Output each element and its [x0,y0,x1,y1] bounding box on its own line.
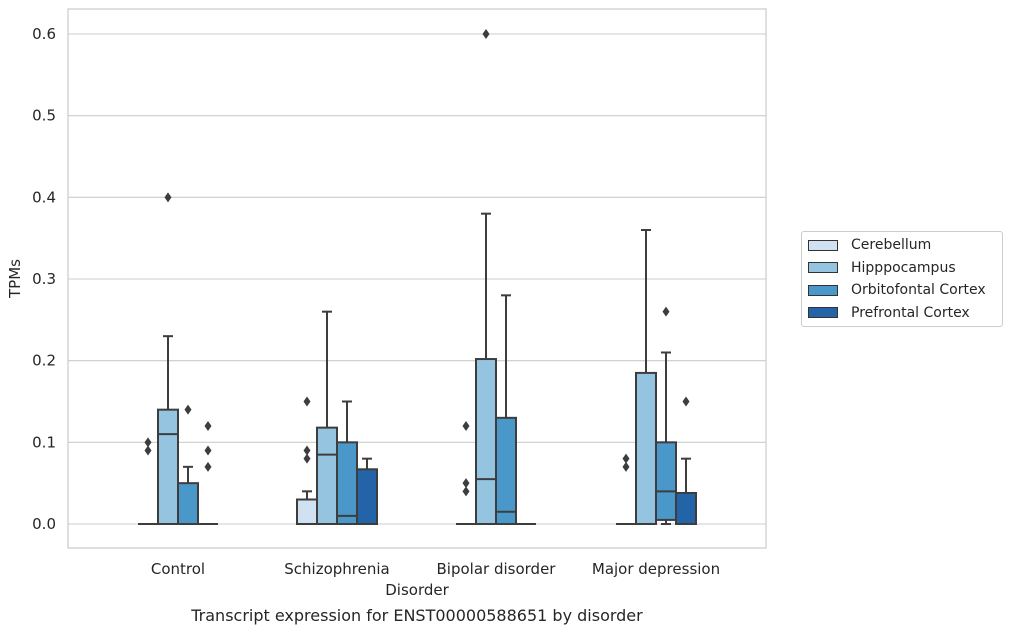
box-cerebellum [296,396,318,525]
legend-label: Prefrontal Cortex [851,304,970,321]
x-tick-label: Bipolar disorder [437,560,557,578]
y-tick-label: 0.4 [32,188,56,206]
box-series [138,29,697,526]
legend-swatch [808,262,838,273]
outlier-point [462,486,470,497]
y-tick-label: 0.1 [32,433,56,451]
box-body [157,408,179,525]
outlier-point [482,29,490,39]
outlier-point [662,306,670,317]
box-body [316,426,338,525]
box-body [475,358,497,525]
outlier-point [303,453,311,464]
x-tick-label: Major depression [592,560,720,578]
box-body [356,468,378,525]
x-tick-label: Control [151,560,205,578]
legend-item: Cerebellum [808,235,931,255]
box-body [336,441,358,526]
box-body [655,441,677,521]
y-tick-label: 0.0 [32,515,56,533]
box-body [675,491,697,526]
box-hipppocampus [157,192,179,525]
box-body [635,371,657,525]
legend-swatch [808,284,838,296]
outlier-point [622,453,630,464]
y-tick-label: 0.5 [32,107,56,125]
y-tick-labels: 0.0 0.1 0.2 0.3 0.4 0.5 0.6 [32,25,56,533]
box-cerebellum [138,437,158,525]
x-tick-label: Schizophrenia [284,560,389,578]
box-hipppocampus [316,310,338,525]
y-tick-label: 0.3 [32,270,56,288]
outlier-point [622,461,630,472]
outlier-point [303,445,311,456]
plot-frame [67,8,767,549]
box-orbitofontal-cortex [495,294,517,526]
outlier-point [164,192,172,203]
legend-label: Hipppocampus [851,259,956,276]
outlier-point [144,437,152,448]
box-cerebellum [616,453,636,525]
box-orbitofontal-cortex [655,306,677,525]
box-orbitofontal-cortex [336,400,358,526]
box-prefrontal-cortex [356,457,378,525]
legend-label: Cerebellum [851,237,932,253]
legend-item: Hipppocampus [808,258,956,278]
y-tick-label: 0.2 [32,352,56,370]
outlier-point [682,396,690,407]
box-prefrontal-cortex [675,396,697,526]
box-body [495,416,517,526]
x-tick-labels: Control Schizophrenia Bipolar disorder Majo… [151,560,720,578]
outlier-point [144,445,152,456]
legend-swatch [808,239,838,251]
grid-lines [68,33,766,525]
box-hipppocampus [635,229,657,525]
y-axis-label: TPMs [6,259,24,299]
outlier-point [462,421,470,431]
outlier-point [462,478,470,489]
box-cerebellum [456,421,476,525]
x-axis-label: Disorder [385,581,449,599]
legend-swatch [808,307,838,318]
box-hipppocampus [475,29,497,525]
legend-item: Prefrontal Cortex [808,303,970,323]
box-body [177,482,199,525]
outlier-point [303,396,311,407]
outlier-point [204,445,212,456]
box-orbitofontal-cortex [177,404,199,525]
legend: Cerebellum Hipppocampus Orbitofontal Corte… [801,231,1003,327]
box-body [296,498,318,525]
outlier-point [184,404,192,415]
outlier-point [204,461,212,472]
box-prefrontal-cortex [198,421,218,525]
outlier-point [204,421,212,431]
legend-item: Orbitofontal Cortex [808,280,986,300]
legend-label: Orbitofontal Cortex [851,282,986,298]
y-tick-label: 0.6 [32,25,56,43]
chart-caption: Transcript expression for ENST0000058865… [191,606,643,625]
